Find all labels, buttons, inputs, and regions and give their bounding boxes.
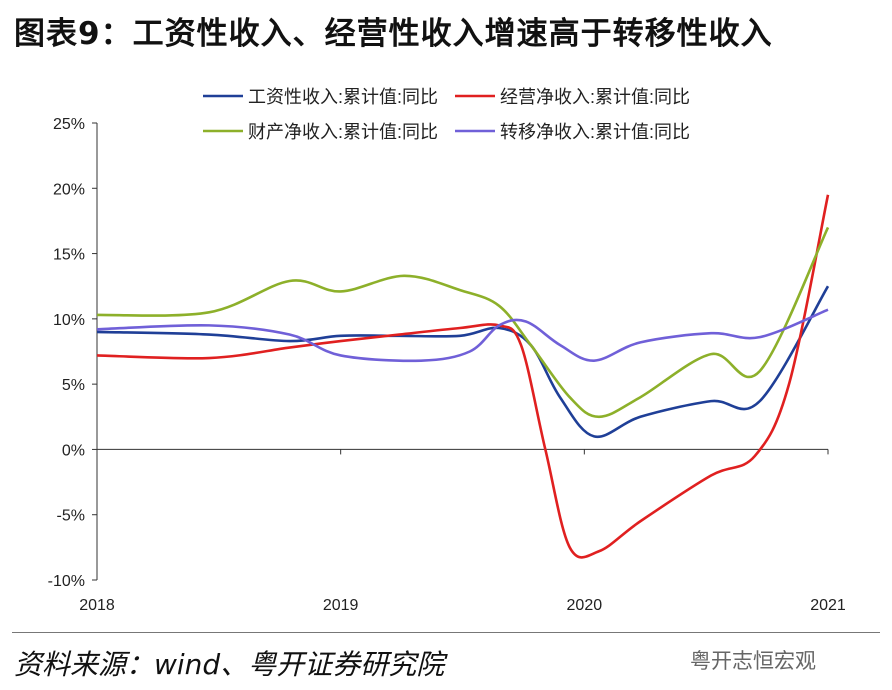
chart-title: 图表9：工资性收入、经营性收入增速高于转移性收入 — [14, 16, 773, 52]
x-tick-label: 2019 — [323, 597, 359, 614]
y-tick-label: -5% — [57, 508, 85, 525]
y-tick-label: -10% — [48, 573, 85, 590]
series-line — [96, 226, 830, 419]
series-line — [96, 308, 829, 363]
y-tick-label: 0% — [62, 442, 85, 459]
y-tick-label: 20% — [53, 181, 85, 198]
x-tick-label: 2021 — [810, 597, 846, 614]
line-chart: 25% 20% 15% 10% 5% 0% -5% -10% 2018 2019 2020 2021 工… — [48, 87, 846, 614]
y-tick-label: 15% — [53, 247, 85, 264]
legend-label: 经营净收入:累计值:同比 — [500, 87, 690, 107]
series-line — [96, 285, 830, 439]
divider — [12, 632, 880, 633]
source-note: 资料来源：wind、粤开证券研究院 — [14, 648, 445, 681]
legend-label: 财产净收入:累计值:同比 — [248, 122, 438, 142]
y-tick-label: 5% — [62, 377, 85, 394]
legend-label: 转移净收入:累计值:同比 — [500, 122, 690, 142]
series-line — [96, 194, 830, 559]
watermark: 粤开志恒宏观 — [690, 649, 816, 673]
x-tick-label: 2018 — [79, 597, 115, 614]
y-tick-label: 10% — [53, 312, 85, 329]
x-tick-label: 2020 — [567, 597, 603, 614]
y-tick-label: 25% — [53, 116, 85, 133]
legend-label: 工资性收入:累计值:同比 — [248, 87, 438, 107]
